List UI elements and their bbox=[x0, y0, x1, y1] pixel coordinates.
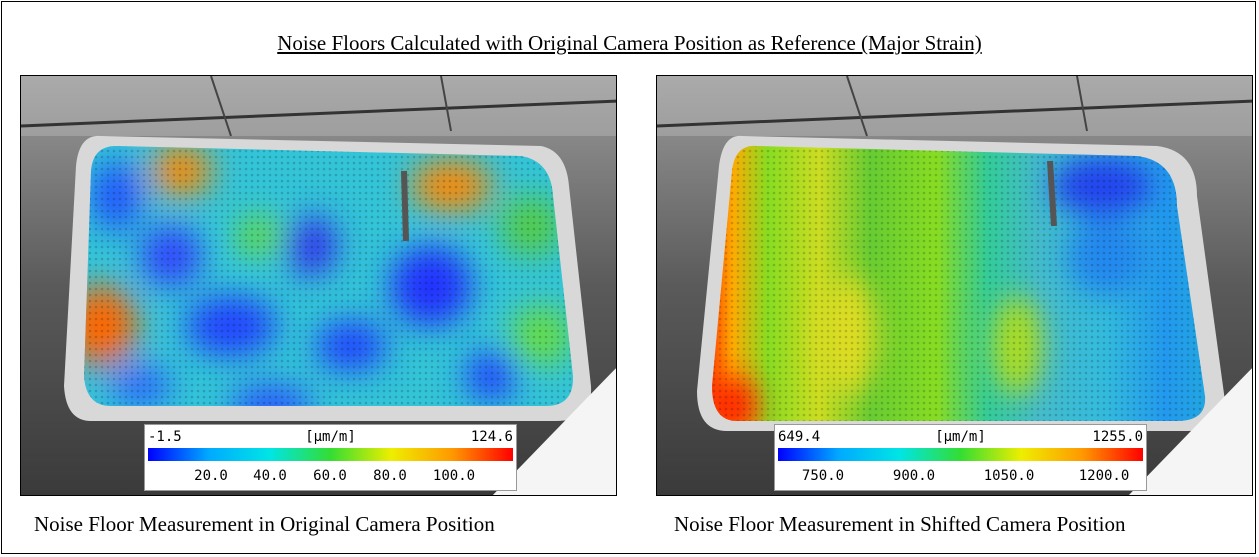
legend-unit-label: [µm/m] bbox=[935, 429, 986, 445]
legend-tick-label: 60.0 bbox=[313, 468, 347, 484]
right-color-legend: 649.4 [µm/m] 1255.0 750.0 900.0 1050.0 1… bbox=[774, 424, 1147, 491]
figure-title: Noise Floors Calculated with Original Ca… bbox=[277, 31, 982, 55]
left-color-legend: -1.5 [µm/m] 124.6 20.0 40.0 60.0 80.0 10… bbox=[144, 424, 517, 491]
right-strain-image bbox=[656, 75, 1253, 496]
legend-tick-label: 1050.0 bbox=[983, 468, 1035, 484]
legend-tick-label: 20.0 bbox=[194, 468, 228, 484]
legend-min-value: 649.4 bbox=[778, 429, 821, 445]
legend-min-value: -1.5 bbox=[148, 429, 182, 445]
legend-max-value: 1255.0 bbox=[1092, 429, 1143, 445]
legend-max-value: 124.6 bbox=[470, 429, 513, 445]
legend-color-bar bbox=[148, 448, 513, 461]
legend-color-bar bbox=[778, 448, 1143, 461]
right-caption: Noise Floor Measurement in Shifted Camer… bbox=[674, 512, 1126, 536]
legend-tick-label: 40.0 bbox=[253, 468, 287, 484]
left-caption: Noise Floor Measurement in Original Came… bbox=[34, 512, 495, 536]
legend-tick-label: 1200.0 bbox=[1078, 468, 1130, 484]
legend-tick-label: 80.0 bbox=[373, 468, 407, 484]
legend-tick-label: 900.0 bbox=[892, 468, 936, 484]
legend-tick-label: 750.0 bbox=[801, 468, 845, 484]
legend-unit-label: [µm/m] bbox=[305, 429, 356, 445]
legend-tick-label: 100.0 bbox=[432, 468, 476, 484]
